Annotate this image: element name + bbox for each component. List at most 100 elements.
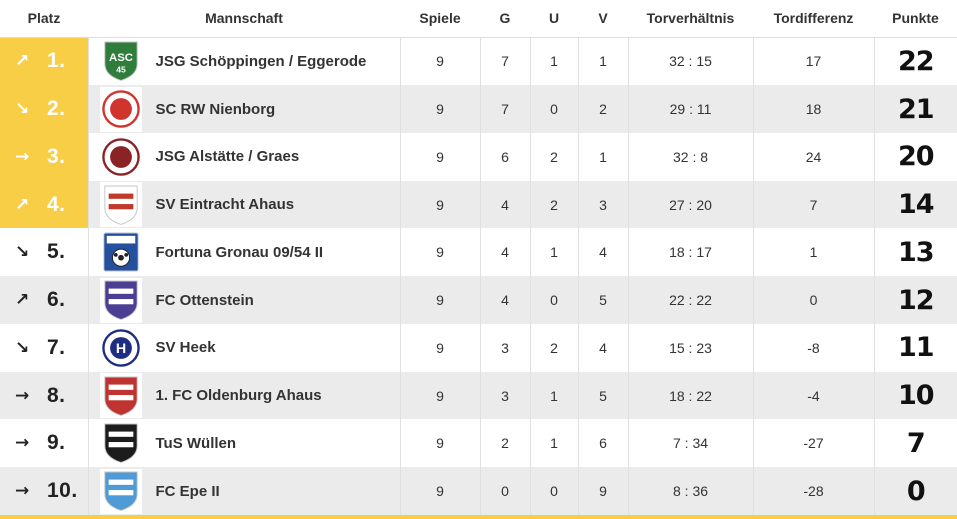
table-row[interactable]: ↗ 1. ASC 45 JSG Schöppingen / Eggerode 9…	[0, 37, 957, 86]
wins-cell: 3	[479, 323, 530, 372]
points-cell: 11	[873, 323, 957, 372]
position-number: 4.	[47, 192, 66, 216]
club-crest-icon	[99, 229, 142, 275]
trend-down-arrow-icon: ↘	[15, 242, 30, 263]
draws-cell: 1	[529, 228, 578, 277]
draws-cell: 0	[529, 276, 578, 324]
position-cell: ↘ 2.	[0, 85, 88, 133]
table-row[interactable]: ↗ 6. FC Ottenstein 9 4 0 5 22 : 22 0 12	[0, 276, 957, 324]
games-played-cell: 9	[399, 228, 480, 277]
column-header-spiele: Spiele	[400, 0, 480, 38]
goal-difference-cell: -28	[752, 467, 874, 515]
goal-ratio-cell: 27 : 20	[627, 180, 753, 229]
points-cell: 10	[873, 371, 957, 420]
games-played-cell: 9	[399, 180, 480, 229]
points-cell: 0	[873, 467, 957, 515]
table-row[interactable]: ↘ 2. SC RW Nienborg 9 7 0 2 29 : 11 18 2…	[0, 85, 957, 133]
svg-text:45: 45	[116, 65, 126, 75]
draws-cell: 0	[529, 467, 578, 515]
losses-cell: 2	[577, 85, 628, 133]
position-cell: → 3.	[0, 133, 88, 181]
games-played-cell: 9	[399, 85, 480, 133]
position-number: 7.	[47, 335, 66, 359]
trend-same-arrow-icon: →	[15, 385, 30, 406]
wins-cell: 6	[479, 133, 530, 181]
table-row[interactable]: ↘ 5. Fortuna Gronau 09/54 II 9 4 1 4 18 …	[0, 228, 957, 277]
losses-cell: 1	[577, 37, 628, 86]
trend-same-arrow-icon: →	[15, 146, 30, 167]
goal-ratio-cell: 18 : 17	[627, 228, 753, 277]
losses-cell: 9	[577, 467, 628, 515]
team-cell: TuS Wüllen	[87, 419, 400, 468]
losses-cell: 4	[577, 228, 628, 277]
games-played-cell: 9	[399, 419, 480, 468]
club-crest-icon	[99, 86, 142, 132]
club-crest-icon	[99, 277, 142, 323]
position-cell: ↗ 6.	[0, 276, 88, 324]
team-cell: SV Eintracht Ahaus	[87, 180, 400, 229]
games-played-cell: 9	[399, 133, 480, 181]
trend-up-arrow-icon: ↗	[15, 194, 30, 215]
trend-up-arrow-icon: ↗	[15, 290, 30, 311]
position-cell: ↗ 4.	[0, 180, 88, 229]
column-header-torverhaeltnis: Torverhältnis	[628, 0, 753, 38]
column-header-v: V	[578, 0, 628, 38]
losses-cell: 3	[577, 180, 628, 229]
team-cell: FC Ottenstein	[87, 276, 400, 324]
draws-cell: 2	[529, 180, 578, 229]
points-cell: 20	[873, 133, 957, 181]
losses-cell: 6	[577, 419, 628, 468]
team-cell: H SV Heek	[87, 323, 400, 372]
table-row[interactable]: → 8. 1. FC Oldenburg Ahaus 9 3 1 5 18 : …	[0, 371, 957, 420]
position-number: 3.	[47, 144, 66, 168]
position-cell: → 10.	[0, 467, 88, 515]
draws-cell: 2	[529, 133, 578, 181]
trend-same-arrow-icon: →	[15, 481, 30, 502]
position-number: 6.	[47, 288, 66, 312]
team-name: JSG Schöppingen / Eggerode	[155, 52, 367, 70]
goal-ratio-cell: 29 : 11	[627, 85, 753, 133]
club-crest-icon	[99, 468, 142, 514]
team-name: JSG Alstätte / Graes	[155, 148, 300, 166]
position-cell: ↘ 7.	[0, 324, 88, 372]
games-played-cell: 9	[399, 323, 480, 372]
goal-ratio-cell: 15 : 23	[627, 323, 753, 372]
club-crest-icon: ASC 45	[99, 38, 142, 84]
goal-difference-cell: 1	[752, 228, 874, 277]
position-cell: ↘ 5.	[0, 228, 88, 276]
column-header-platz: Platz	[0, 0, 88, 38]
table-row[interactable]: ↗ 4. SV Eintracht Ahaus 9 4 2 3 27 : 20 …	[0, 180, 957, 229]
trend-down-arrow-icon: ↘	[15, 337, 30, 358]
draws-cell: 1	[529, 371, 578, 420]
goal-difference-cell: -27	[752, 419, 874, 468]
team-cell: FC Epe II	[87, 467, 400, 515]
column-header-u: U	[530, 0, 578, 38]
goal-difference-cell: -8	[752, 323, 874, 372]
team-name: SV Heek	[155, 339, 216, 357]
club-crest-icon	[99, 420, 142, 466]
table-row[interactable]: → 9. TuS Wüllen 9 2 1 6 7 : 34 -27 7	[0, 419, 957, 468]
table-row[interactable]: → 10. FC Epe II 9 0 0 9 8 : 36 -28 0	[0, 467, 957, 515]
column-header-punkte: Punkte	[874, 0, 957, 38]
wins-cell: 7	[479, 37, 530, 86]
draws-cell: 1	[529, 37, 578, 86]
position-number: 9.	[47, 431, 66, 455]
points-cell: 12	[873, 276, 957, 324]
wins-cell: 2	[479, 419, 530, 468]
games-played-cell: 9	[399, 371, 480, 420]
wins-cell: 4	[479, 276, 530, 324]
wins-cell: 4	[479, 180, 530, 229]
trend-up-arrow-icon: ↗	[15, 51, 30, 72]
goal-ratio-cell: 7 : 34	[627, 419, 753, 468]
table-row[interactable]: → 3. JSG Alstätte / Graes 9 6 2 1 32 : 8…	[0, 133, 957, 181]
draws-cell: 2	[529, 323, 578, 372]
games-played-cell: 9	[399, 276, 480, 324]
points-cell: 21	[873, 85, 957, 133]
games-played-cell: 9	[399, 467, 480, 515]
table-row[interactable]: ↘ 7. H SV Heek 9 3 2 4 15 : 23 -8 11	[0, 323, 957, 372]
position-cell: ↗ 1.	[0, 37, 88, 86]
points-cell: 14	[873, 180, 957, 229]
team-name: FC Epe II	[155, 482, 220, 500]
games-played-cell: 9	[399, 37, 480, 86]
